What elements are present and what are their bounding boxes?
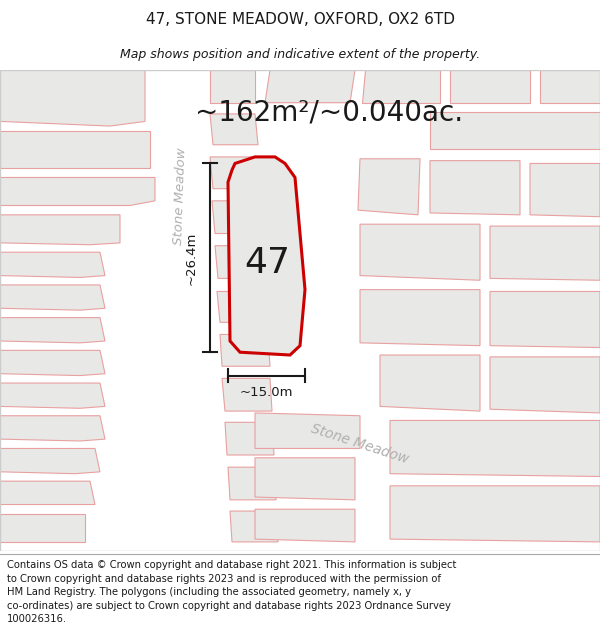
Polygon shape [0, 383, 105, 408]
Polygon shape [530, 164, 600, 217]
Polygon shape [360, 289, 480, 346]
Polygon shape [0, 318, 105, 343]
Polygon shape [195, 70, 420, 551]
Polygon shape [210, 157, 261, 189]
Polygon shape [222, 378, 272, 411]
Text: Stone Meadow: Stone Meadow [172, 148, 188, 245]
Polygon shape [362, 70, 440, 102]
Polygon shape [0, 416, 105, 441]
Text: Stone Meadow: Stone Meadow [310, 421, 410, 466]
Polygon shape [0, 449, 100, 474]
Text: Contains OS data © Crown copyright and database right 2021. This information is : Contains OS data © Crown copyright and d… [7, 560, 457, 624]
Polygon shape [490, 291, 600, 348]
Polygon shape [225, 422, 274, 455]
Text: ~15.0m: ~15.0m [240, 386, 293, 399]
Polygon shape [390, 486, 600, 542]
Polygon shape [430, 112, 600, 149]
Polygon shape [210, 114, 258, 145]
Polygon shape [0, 215, 120, 245]
Text: 47, STONE MEADOW, OXFORD, OX2 6TD: 47, STONE MEADOW, OXFORD, OX2 6TD [146, 12, 455, 27]
Polygon shape [430, 161, 520, 215]
Polygon shape [0, 481, 95, 504]
Polygon shape [0, 177, 155, 206]
Text: ~162m²/~0.040ac.: ~162m²/~0.040ac. [195, 98, 463, 126]
Text: 47: 47 [244, 246, 290, 281]
Polygon shape [228, 157, 305, 355]
Polygon shape [155, 70, 215, 551]
Polygon shape [212, 201, 263, 234]
Polygon shape [217, 291, 268, 322]
Polygon shape [490, 226, 600, 280]
Polygon shape [490, 357, 600, 413]
Polygon shape [0, 351, 105, 376]
Polygon shape [380, 355, 480, 411]
Polygon shape [0, 131, 150, 168]
Polygon shape [390, 421, 600, 476]
Polygon shape [210, 70, 255, 102]
Polygon shape [0, 514, 85, 542]
Polygon shape [255, 509, 355, 542]
Polygon shape [358, 159, 420, 215]
Polygon shape [255, 458, 355, 500]
Polygon shape [450, 70, 530, 102]
Polygon shape [228, 467, 276, 500]
Text: Map shows position and indicative extent of the property.: Map shows position and indicative extent… [120, 48, 480, 61]
Polygon shape [0, 285, 105, 310]
Polygon shape [215, 246, 265, 278]
Text: ~26.4m: ~26.4m [185, 231, 198, 284]
Polygon shape [230, 511, 278, 542]
Polygon shape [360, 224, 480, 280]
Polygon shape [540, 70, 600, 102]
Polygon shape [265, 70, 355, 102]
Polygon shape [0, 253, 105, 278]
Polygon shape [255, 413, 360, 449]
Polygon shape [220, 334, 270, 366]
Polygon shape [0, 70, 145, 126]
